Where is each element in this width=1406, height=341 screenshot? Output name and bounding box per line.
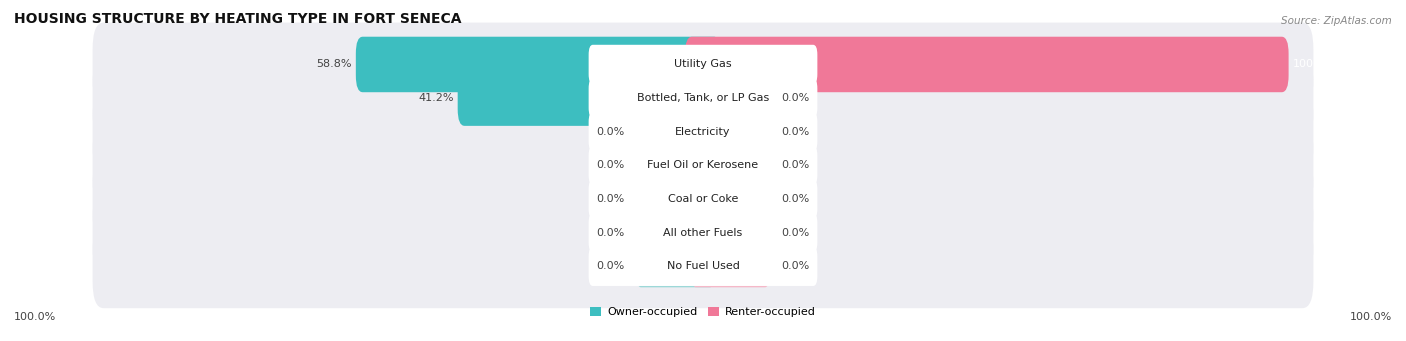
FancyBboxPatch shape: [692, 77, 769, 119]
Text: Source: ZipAtlas.com: Source: ZipAtlas.com: [1281, 16, 1392, 26]
Text: 0.0%: 0.0%: [782, 261, 810, 271]
FancyBboxPatch shape: [589, 112, 817, 151]
Text: 0.0%: 0.0%: [782, 228, 810, 238]
Legend: Owner-occupied, Renter-occupied: Owner-occupied, Renter-occupied: [586, 302, 820, 322]
FancyBboxPatch shape: [356, 37, 721, 92]
Text: 0.0%: 0.0%: [782, 194, 810, 204]
Text: 58.8%: 58.8%: [316, 59, 352, 70]
FancyBboxPatch shape: [458, 70, 721, 126]
Text: No Fuel Used: No Fuel Used: [666, 261, 740, 271]
Text: 100.0%: 100.0%: [14, 312, 56, 322]
Text: All other Fuels: All other Fuels: [664, 228, 742, 238]
Text: 0.0%: 0.0%: [782, 93, 810, 103]
Text: 41.2%: 41.2%: [418, 93, 454, 103]
FancyBboxPatch shape: [692, 212, 769, 254]
Text: 0.0%: 0.0%: [782, 160, 810, 170]
FancyBboxPatch shape: [637, 144, 714, 187]
FancyBboxPatch shape: [637, 245, 714, 287]
FancyBboxPatch shape: [93, 224, 1313, 308]
FancyBboxPatch shape: [692, 111, 769, 153]
FancyBboxPatch shape: [93, 123, 1313, 207]
FancyBboxPatch shape: [637, 178, 714, 220]
FancyBboxPatch shape: [93, 157, 1313, 241]
FancyBboxPatch shape: [589, 213, 817, 252]
Text: Utility Gas: Utility Gas: [675, 59, 731, 70]
Text: Electricity: Electricity: [675, 127, 731, 137]
FancyBboxPatch shape: [93, 23, 1313, 106]
FancyBboxPatch shape: [589, 78, 817, 118]
FancyBboxPatch shape: [692, 245, 769, 287]
FancyBboxPatch shape: [637, 212, 714, 254]
FancyBboxPatch shape: [93, 56, 1313, 140]
Text: HOUSING STRUCTURE BY HEATING TYPE IN FORT SENECA: HOUSING STRUCTURE BY HEATING TYPE IN FOR…: [14, 12, 461, 26]
Text: Bottled, Tank, or LP Gas: Bottled, Tank, or LP Gas: [637, 93, 769, 103]
FancyBboxPatch shape: [637, 111, 714, 153]
Text: 0.0%: 0.0%: [596, 127, 624, 137]
Text: 0.0%: 0.0%: [596, 261, 624, 271]
FancyBboxPatch shape: [589, 45, 817, 84]
FancyBboxPatch shape: [692, 178, 769, 220]
FancyBboxPatch shape: [589, 179, 817, 219]
FancyBboxPatch shape: [93, 90, 1313, 174]
FancyBboxPatch shape: [589, 247, 817, 286]
FancyBboxPatch shape: [93, 191, 1313, 275]
Text: Fuel Oil or Kerosene: Fuel Oil or Kerosene: [647, 160, 759, 170]
Text: 100.0%: 100.0%: [1350, 312, 1392, 322]
Text: 0.0%: 0.0%: [782, 127, 810, 137]
Text: Coal or Coke: Coal or Coke: [668, 194, 738, 204]
FancyBboxPatch shape: [589, 146, 817, 185]
Text: 0.0%: 0.0%: [596, 194, 624, 204]
Text: 0.0%: 0.0%: [596, 228, 624, 238]
Text: 0.0%: 0.0%: [596, 160, 624, 170]
Text: 100.0%: 100.0%: [1292, 59, 1334, 70]
FancyBboxPatch shape: [685, 37, 1289, 92]
FancyBboxPatch shape: [692, 144, 769, 187]
